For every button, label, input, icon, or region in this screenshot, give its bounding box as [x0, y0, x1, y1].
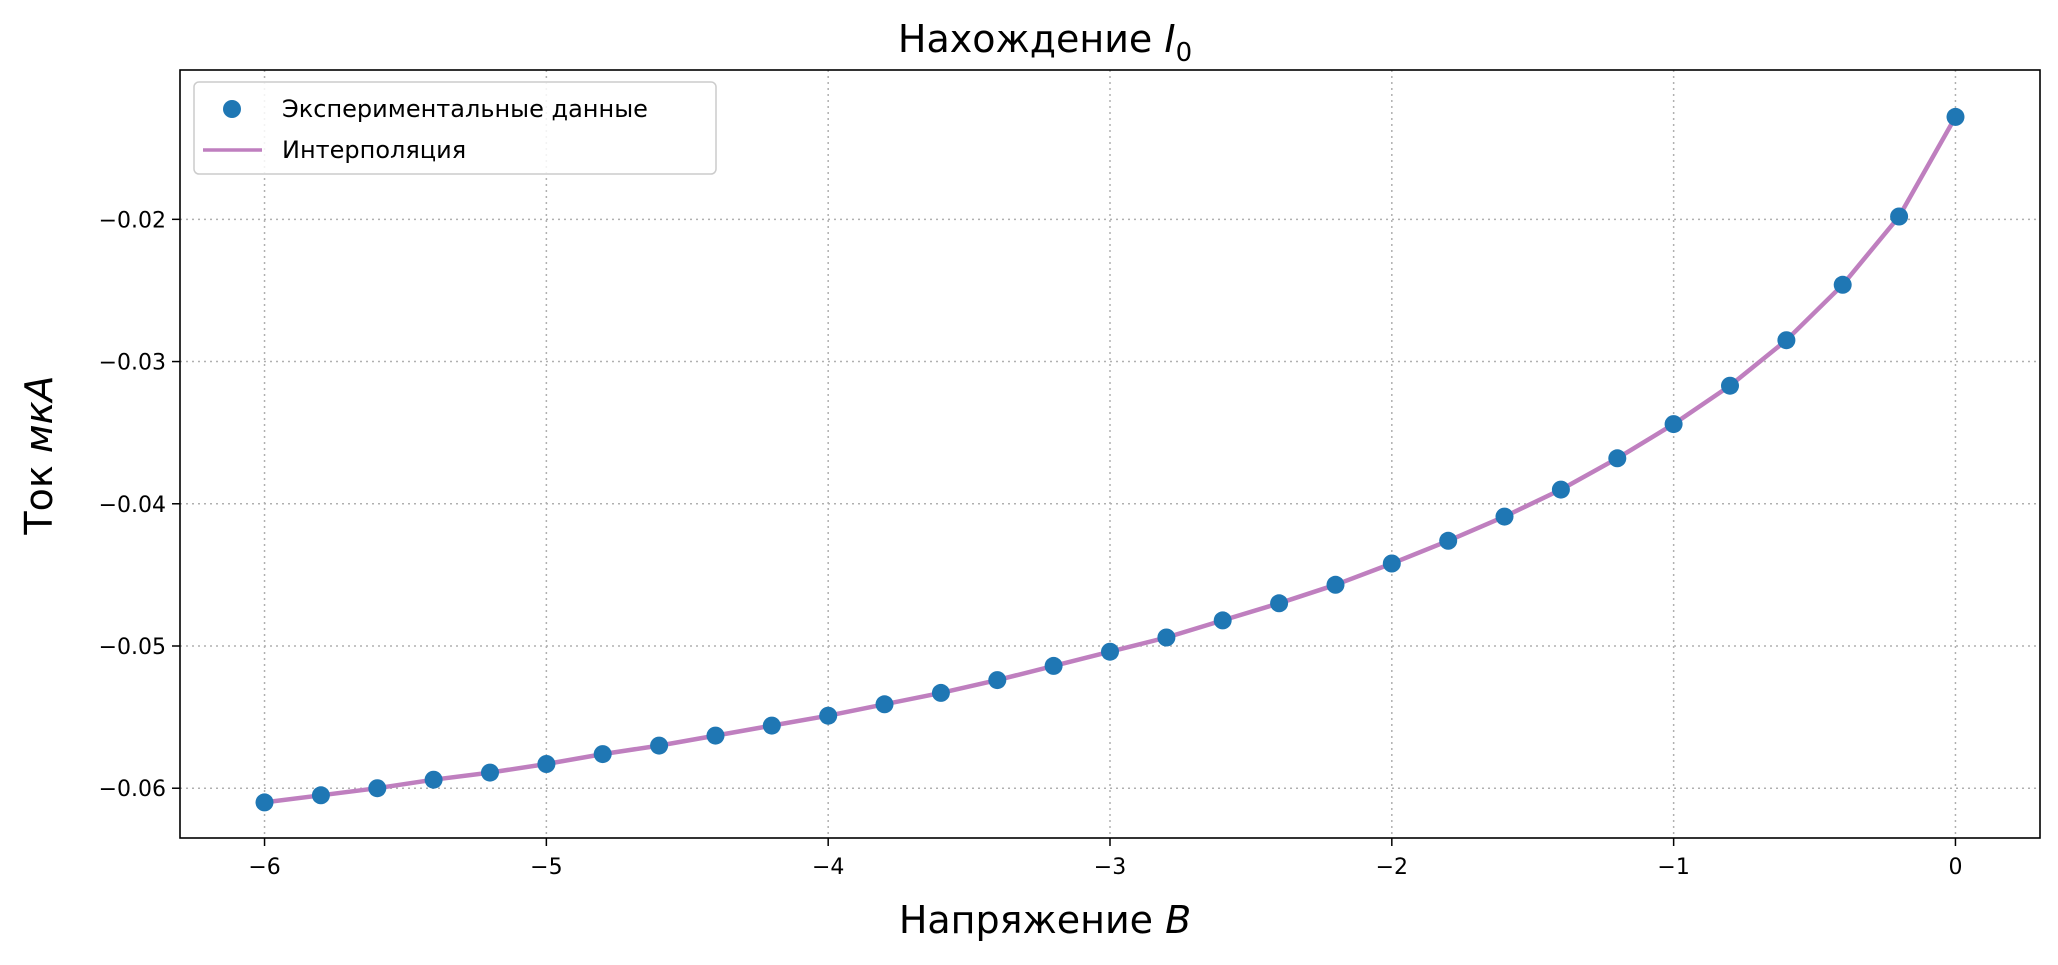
data-point [311, 786, 330, 805]
data-point [875, 695, 894, 714]
y-tick-label: −0.03 [99, 351, 166, 376]
chart-title: Нахождение I0 [898, 17, 1192, 68]
data-point [368, 779, 387, 798]
x-tick-label: −5 [530, 855, 562, 880]
data-point [1044, 656, 1063, 675]
y-tick-label: −0.02 [99, 208, 166, 233]
data-point [988, 671, 1007, 690]
experimental-series [255, 107, 1965, 812]
data-point [1495, 507, 1514, 526]
data-point [424, 770, 443, 789]
legend-box [193, 81, 717, 175]
data-point [1213, 611, 1232, 630]
data-point [762, 716, 781, 735]
data-point [1833, 275, 1852, 294]
data-point [650, 736, 669, 755]
data-point [1326, 575, 1345, 594]
y-tick-label: −0.04 [99, 493, 166, 518]
data-point [1608, 449, 1627, 468]
data-point [819, 706, 838, 725]
data-point [255, 793, 274, 812]
data-point [706, 726, 725, 745]
y-axis-label: Ток мкА [17, 375, 61, 535]
legend-label-experimental: Экспериментальные данные [282, 95, 648, 123]
x-tick-label: −6 [248, 855, 280, 880]
x-axis: −6 −5 −4 −3 −2 −1 0 [248, 838, 1962, 880]
y-tick-label: −0.05 [99, 635, 166, 660]
data-point [1777, 331, 1796, 350]
legend-label-interpolation: Интерполяция [282, 136, 466, 164]
data-point [537, 755, 556, 773]
x-tick-label: −4 [812, 855, 844, 880]
data-point [1664, 415, 1683, 434]
data-point [1439, 531, 1458, 550]
y-axis: −0.06 −0.05 −0.04 −0.03 −0.02 [99, 208, 180, 802]
data-point [1551, 480, 1570, 499]
x-tick-label: 0 [1948, 855, 1962, 880]
data-point [1382, 554, 1401, 573]
legend: Экспериментальные данные Интерполяция [193, 81, 717, 175]
data-point [1270, 594, 1289, 613]
data-point [1946, 107, 1965, 126]
data-point [1157, 628, 1176, 647]
x-tick-label: −2 [1376, 855, 1408, 880]
legend-marker-experimental [223, 100, 241, 118]
y-tick-label: −0.06 [99, 777, 166, 802]
data-point [1101, 642, 1119, 661]
x-tick-label: −1 [1657, 855, 1689, 880]
x-tick-label: −3 [1094, 855, 1126, 880]
data-point [593, 745, 612, 764]
data-point [1890, 207, 1909, 226]
x-axis-label: Напряжение B [899, 898, 1191, 942]
data-point [931, 683, 950, 702]
data-point [481, 763, 499, 782]
data-point [1721, 376, 1739, 395]
